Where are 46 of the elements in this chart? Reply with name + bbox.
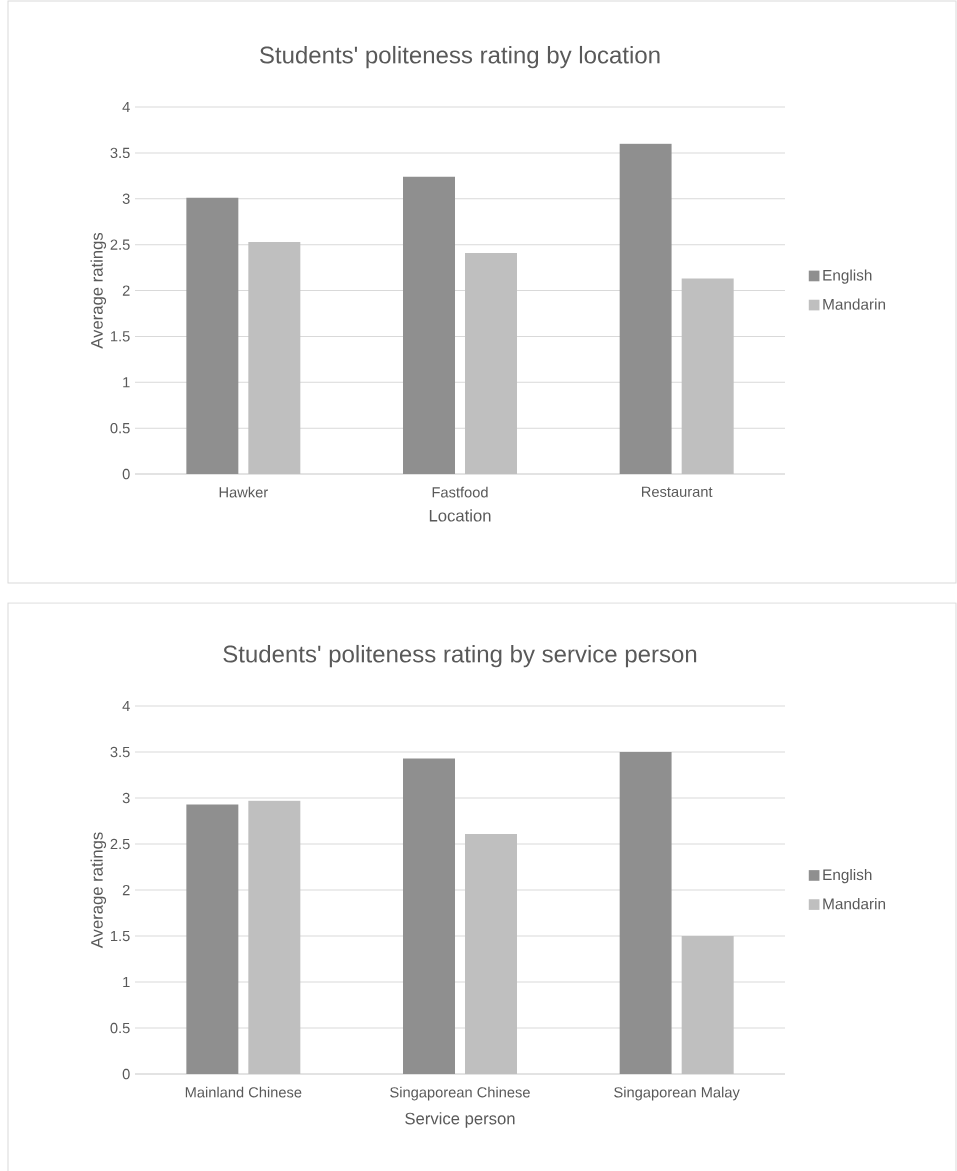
bar (681, 278, 734, 475)
bar (403, 758, 456, 1075)
y-tick-label: 0 (122, 468, 130, 480)
bar (248, 241, 301, 475)
bar (619, 143, 672, 475)
y-tick-label: 4 (122, 101, 130, 113)
chart-title: Students' politeness rating by service person (223, 644, 697, 668)
y-tick-label: 2.5 (110, 838, 130, 850)
x-tick-label: Mainland Chinese (185, 1086, 302, 1098)
bar (403, 176, 456, 475)
y-tick-label: 3.5 (110, 147, 130, 159)
x-tick-label: Singaporean Chinese (390, 1086, 530, 1101)
y-tick-label: 3 (122, 193, 130, 204)
y-tick-label: 1 (123, 377, 130, 388)
y-tick-label: 3 (122, 792, 130, 804)
x-axis-title: Service person (405, 1112, 515, 1128)
y-axis-title: Average ratings (90, 832, 107, 949)
y-tick-label: 2 (122, 884, 130, 896)
y-axis-title: Average ratings (90, 232, 107, 349)
chart-title: Students' politeness rating by location (260, 45, 660, 69)
x-tick-label: Hawker (219, 486, 268, 498)
legend-label: Mandarin (823, 298, 886, 310)
y-tick-label: 1.5 (111, 930, 130, 942)
y-tick-label: 1.5 (111, 331, 130, 342)
x-axis-title: Location (429, 509, 491, 522)
y-tick-label: 3.5 (110, 746, 130, 758)
y-tick-label: 0.5 (110, 1022, 130, 1034)
y-tick-label: 1 (123, 976, 130, 988)
bar (465, 833, 517, 1075)
legend-label: Mandarin (823, 898, 886, 910)
legend-label: English (823, 868, 872, 884)
y-tick-label: 4 (122, 700, 130, 712)
x-tick-label: Singaporean Malay (614, 1086, 740, 1101)
bar (465, 252, 517, 475)
bar (248, 800, 301, 1075)
bar (681, 936, 734, 1075)
bar (619, 752, 672, 1075)
x-tick-label: Restaurant (642, 486, 713, 497)
y-tick-label: 0 (122, 1068, 130, 1080)
bar (186, 197, 239, 475)
y-tick-label: 0.5 (110, 422, 130, 434)
y-tick-label: 2 (122, 285, 130, 296)
legend-label: English (823, 269, 872, 284)
x-tick-label: Fastfood (432, 486, 488, 498)
y-tick-label: 2.5 (110, 239, 130, 250)
bar (186, 804, 239, 1075)
